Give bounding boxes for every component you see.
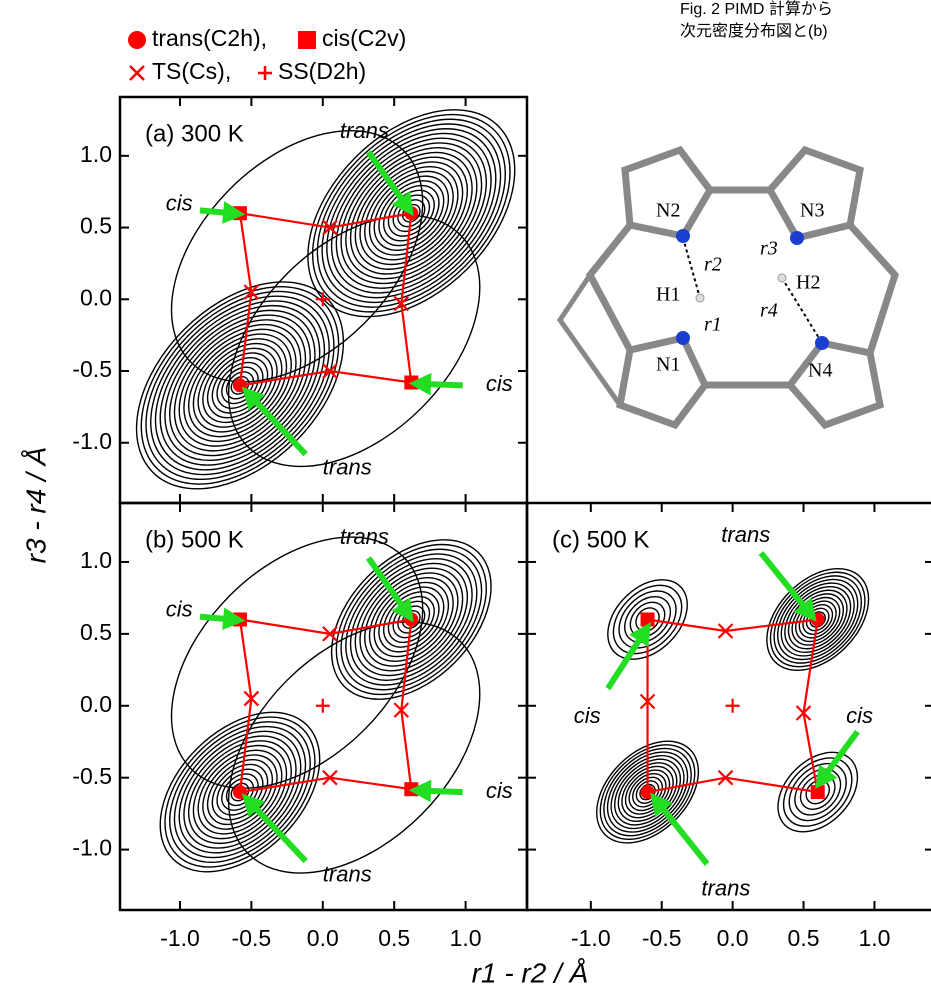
y-tick-label: -0.5 bbox=[72, 356, 112, 382]
panel-label: (c) 500 K bbox=[552, 526, 649, 553]
atom-label: N4 bbox=[808, 360, 832, 382]
y-axis-label: r3 - r4 / Å bbox=[20, 447, 51, 564]
x-tick-label: -1.0 bbox=[160, 925, 200, 951]
atom-label: N1 bbox=[656, 354, 680, 376]
atom-label: H2 bbox=[796, 272, 820, 294]
annotation-label: cis bbox=[166, 190, 193, 215]
y-tick-label: 1.0 bbox=[80, 547, 112, 573]
atom-label: N3 bbox=[800, 200, 824, 222]
annotation-label: trans bbox=[323, 454, 372, 479]
legend-label: SS(D2h) bbox=[278, 58, 366, 84]
legend-label: TS(Cs), bbox=[152, 58, 231, 84]
x-axis-label: r1 - r2 / Å bbox=[472, 957, 589, 988]
x-tick-label: 1.0 bbox=[858, 925, 890, 951]
molecule bbox=[560, 150, 895, 425]
annotation-label: cis bbox=[846, 703, 873, 728]
x-tick-label: -0.5 bbox=[232, 925, 272, 951]
y-tick-label: 0.5 bbox=[80, 213, 112, 239]
annotation-label: cis bbox=[486, 778, 513, 803]
y-tick-label: 1.0 bbox=[80, 141, 112, 167]
caption: 次元密度分布図と(b) bbox=[680, 22, 828, 40]
x-tick-label: 0.0 bbox=[717, 925, 749, 951]
annotation-label: trans bbox=[721, 522, 770, 547]
y-tick-label: 0.0 bbox=[80, 691, 112, 717]
distance-label: r3 bbox=[760, 238, 778, 260]
annotations: trans trans cis cis bbox=[166, 524, 513, 886]
annotation-label: trans bbox=[340, 118, 389, 143]
annotation-label: cis bbox=[574, 703, 601, 728]
y-tick-label: -1.0 bbox=[72, 428, 112, 454]
distance-label: r1 bbox=[704, 314, 722, 336]
annotation-label: cis bbox=[166, 597, 193, 622]
y-tick-label: 0.5 bbox=[80, 619, 112, 645]
x-tick-label: 0.5 bbox=[788, 925, 820, 951]
annotation-label: trans bbox=[701, 876, 750, 901]
annotation-arrow bbox=[823, 732, 857, 778]
atom-label: N2 bbox=[656, 200, 680, 222]
caption: Fig. 2 PIMD 計算から bbox=[680, 0, 833, 18]
y-tick-label: -1.0 bbox=[72, 835, 112, 861]
legend-label: trans(C2h), bbox=[152, 25, 267, 51]
legend-marker bbox=[298, 31, 316, 49]
x-tick-label: -1.0 bbox=[571, 925, 611, 951]
legend-marker bbox=[130, 66, 144, 80]
legend-marker bbox=[258, 66, 272, 80]
distance-label: r2 bbox=[704, 254, 722, 276]
annotation-arrow bbox=[608, 634, 643, 689]
figure: Fig. 2 PIMD 計算から 次元密度分布図と(b) trans(C2h),… bbox=[0, 0, 931, 1003]
x-tick-label: 0.5 bbox=[378, 925, 410, 951]
x-tick-label: -0.5 bbox=[642, 925, 682, 951]
panel-label: (a) 300 K bbox=[145, 120, 244, 147]
marker-ss bbox=[316, 699, 330, 713]
x-tick-label: 1.0 bbox=[450, 925, 482, 951]
annotation-label: trans bbox=[323, 861, 372, 886]
atom-label: H1 bbox=[656, 284, 680, 306]
marker-ss bbox=[726, 699, 740, 713]
x-tick-label: 0.0 bbox=[307, 925, 339, 951]
y-tick-label: 0.0 bbox=[80, 284, 112, 310]
annotation-label: cis bbox=[486, 371, 513, 396]
panel-label: (b) 500 K bbox=[145, 526, 244, 553]
annotations: trans trans cis cis bbox=[574, 522, 873, 901]
annotation-arrow bbox=[659, 804, 707, 864]
annotation-label: trans bbox=[340, 524, 389, 549]
y-tick-label: -0.5 bbox=[72, 763, 112, 789]
legend-marker bbox=[128, 31, 146, 49]
distance-label: r4 bbox=[760, 300, 778, 322]
legend-label: cis(C2v) bbox=[322, 25, 406, 51]
